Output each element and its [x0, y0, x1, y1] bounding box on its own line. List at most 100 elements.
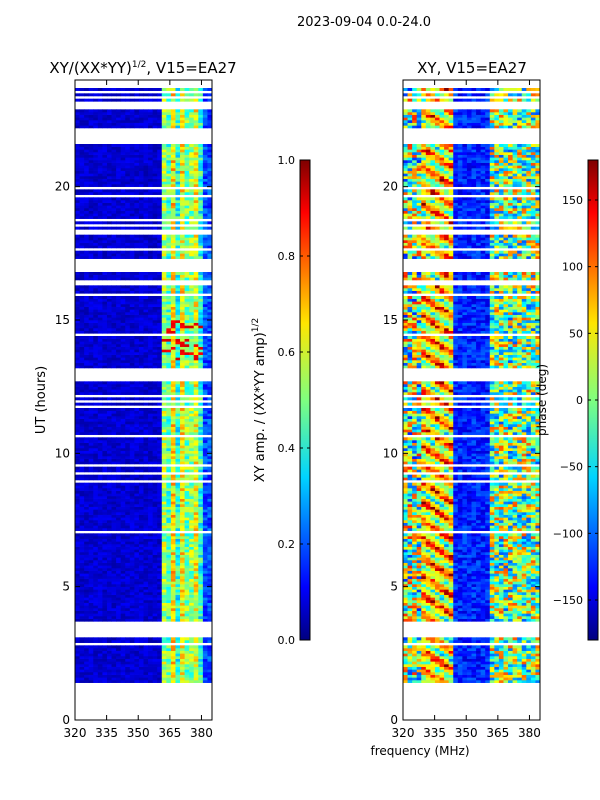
heatmap-cell	[202, 152, 208, 155]
heatmap-cell	[138, 253, 144, 257]
heatmap-cell	[157, 330, 163, 334]
heatmap-cell	[148, 389, 154, 393]
heatmap-cell	[157, 557, 163, 561]
heatmap-cell	[97, 645, 103, 649]
heatmap-cell	[170, 605, 176, 609]
heatmap-cell	[189, 357, 195, 361]
heatmap-cell	[152, 325, 158, 329]
heatmap-cell	[193, 357, 199, 361]
heatmap-cell	[202, 640, 208, 643]
heatmap-cell	[175, 418, 181, 422]
heatmap-cell	[202, 154, 208, 158]
heatmap-cell	[161, 240, 167, 243]
heatmap-cell	[116, 242, 122, 246]
heatmap-cell	[193, 669, 199, 673]
heatmap-cell	[138, 392, 144, 395]
heatmap-cell	[106, 482, 112, 486]
heatmap-cell	[175, 205, 181, 209]
heatmap-cell	[157, 453, 163, 457]
heatmap-cell	[193, 162, 199, 166]
heatmap-cell	[198, 184, 204, 187]
heatmap-cell	[184, 565, 190, 569]
heatmap-cell	[84, 165, 90, 169]
heatmap-cell	[97, 648, 103, 651]
heatmap-cell	[166, 216, 172, 219]
heatmap-cell	[180, 658, 185, 662]
heatmap-cell	[102, 392, 108, 395]
heatmap-cell	[138, 197, 144, 201]
heatmap-cell	[161, 202, 167, 206]
heatmap-cell	[175, 152, 181, 155]
heatmap-cell	[202, 498, 208, 502]
heatmap-cell	[198, 296, 204, 299]
heatmap-cell	[93, 322, 99, 326]
heatmap-cell	[143, 429, 149, 433]
heatmap-cell	[116, 525, 122, 529]
heatmap-cell	[84, 181, 90, 185]
heatmap-cell	[143, 381, 149, 385]
heatmap-cell	[152, 485, 158, 489]
heatmap-cell	[198, 522, 204, 526]
heatmap-cell	[161, 320, 167, 323]
heatmap-cell	[202, 594, 208, 598]
heatmap-cell	[184, 357, 190, 361]
heatmap-cell	[125, 157, 131, 161]
heatmap-cell	[102, 661, 108, 665]
heatmap-cell	[143, 445, 149, 449]
heatmap-cell	[157, 520, 163, 523]
heatmap-cell	[152, 520, 158, 523]
heatmap-cell	[184, 672, 190, 675]
heatmap-cell	[129, 520, 135, 523]
heatmap-cell	[106, 226, 112, 230]
heatmap-cell	[170, 568, 176, 571]
heatmap-cell	[79, 208, 85, 211]
heatmap-cell	[198, 392, 204, 395]
heatmap-cell	[184, 664, 190, 667]
heatmap-cell	[161, 221, 167, 225]
heatmap-cell	[157, 306, 163, 310]
heatmap-cell	[125, 173, 131, 177]
heatmap-cell	[129, 202, 135, 206]
heatmap-cell	[93, 277, 99, 281]
heatmap-cell	[88, 498, 94, 502]
heatmap-cell	[93, 477, 99, 481]
heatmap-cell	[84, 618, 90, 622]
heatmap-cell	[157, 408, 163, 411]
heatmap-cell	[75, 445, 80, 449]
heatmap-cell	[84, 312, 90, 315]
heatmap-cell	[129, 208, 135, 211]
heatmap-cell	[111, 461, 117, 465]
heatmap-cell	[148, 525, 154, 529]
heatmap-cell	[180, 274, 185, 278]
heatmap-cell	[125, 160, 131, 163]
heatmap-cell	[134, 557, 140, 561]
heatmap-cell	[202, 501, 208, 505]
heatmap-cell	[134, 584, 140, 587]
heatmap-cell	[138, 672, 144, 675]
heatmap-cell	[180, 381, 185, 385]
heatmap-cell	[189, 314, 195, 318]
heatmap-cell	[75, 290, 80, 294]
heatmap-cell	[184, 570, 190, 574]
heatmap-cell	[116, 160, 122, 163]
heatmap-cell	[184, 522, 190, 526]
heatmap-cell	[148, 637, 154, 641]
heatmap-cell	[120, 146, 126, 150]
heatmap-cell	[93, 594, 99, 598]
heatmap-cell	[111, 285, 117, 289]
heatmap-cell	[102, 226, 108, 230]
heatmap-cell	[143, 341, 149, 345]
heatmap-cell	[79, 357, 85, 361]
heatmap-cell	[193, 445, 199, 449]
heatmap-cell	[102, 528, 108, 531]
heatmap-cell	[207, 640, 213, 643]
heatmap-cell	[106, 570, 112, 574]
heatmap-cell	[93, 493, 99, 497]
heatmap-cell	[207, 360, 213, 363]
heatmap-cell	[84, 421, 90, 425]
heatmap-cell	[116, 485, 122, 489]
heatmap-cell	[111, 125, 117, 129]
heatmap-cell	[75, 322, 80, 326]
heatmap-cell	[198, 544, 204, 547]
heatmap-cell	[198, 602, 204, 606]
